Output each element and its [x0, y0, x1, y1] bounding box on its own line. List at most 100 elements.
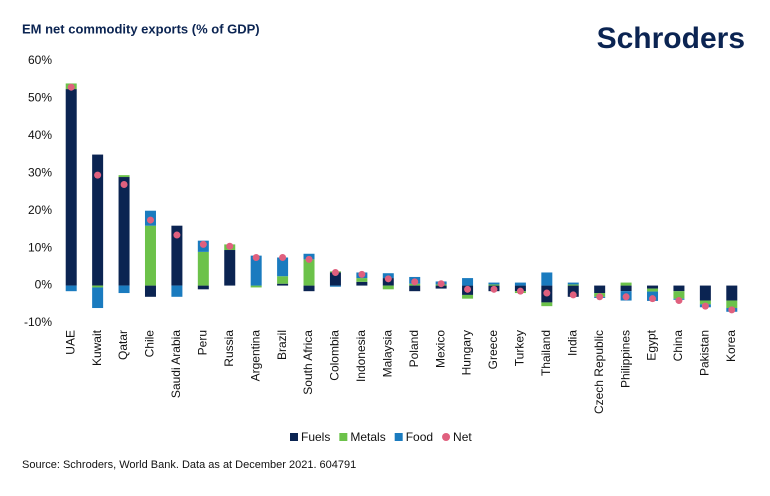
x-tick-label: Saudi Arabia — [169, 330, 183, 398]
bar-segment — [303, 259, 315, 286]
bar-segment — [699, 300, 711, 305]
legend-label: Food — [406, 430, 433, 444]
bar-segment — [567, 282, 579, 285]
x-tick-label: Pakistan — [698, 330, 712, 376]
x-tick-label: South Africa — [301, 330, 315, 395]
legend-marker — [442, 433, 451, 441]
x-tick-label: Russia — [222, 330, 236, 367]
net-dot — [516, 287, 524, 295]
net-dot — [120, 181, 128, 189]
x-tick-label: Chile — [143, 330, 157, 358]
y-tick-label: 50% — [28, 91, 52, 105]
bar-segment — [620, 282, 632, 286]
bar-segment — [541, 302, 553, 307]
bar-segment — [118, 175, 130, 178]
x-tick-label: Philippines — [618, 330, 632, 388]
x-tick-label: Greece — [486, 330, 500, 370]
bar-segment — [726, 285, 738, 301]
bar-segment — [356, 281, 368, 286]
net-dot — [675, 297, 683, 305]
bar-segment — [462, 294, 474, 299]
bar-segment — [197, 251, 209, 286]
bar-segment — [514, 282, 526, 286]
bar-segment — [567, 285, 579, 297]
logo: Schroders — [597, 22, 745, 55]
x-tick-label: Hungary — [460, 330, 474, 375]
x-tick-label: Argentina — [248, 330, 262, 382]
legend-marker — [394, 433, 403, 441]
net-dot — [543, 289, 551, 297]
net-dot — [464, 285, 472, 293]
x-tick-label: Malaysia — [380, 330, 394, 378]
bar-segment — [250, 255, 262, 286]
x-tick-label: China — [671, 330, 685, 362]
x-tick-label: Indonesia — [354, 330, 368, 382]
y-tick-label: -10% — [24, 315, 52, 329]
x-tick-label: UAE — [63, 330, 77, 355]
bar-segment — [144, 285, 156, 297]
y-tick-label: 30% — [28, 165, 52, 179]
bar-segment — [92, 287, 104, 309]
bar-segment — [647, 285, 659, 289]
net-dot — [728, 306, 736, 314]
net-dot — [490, 285, 498, 293]
bar-segment — [303, 285, 315, 292]
bar-segment — [356, 278, 368, 282]
x-tick-label: Kuwait — [90, 329, 104, 366]
bar-segment — [409, 285, 421, 292]
y-tick-label: 10% — [28, 240, 52, 254]
chart-title: EM net commodity exports (% of GDP) — [22, 21, 260, 36]
bar-segment — [92, 154, 104, 286]
x-tick-label: India — [565, 330, 579, 356]
bar-segment — [382, 285, 394, 290]
bar-segment — [171, 225, 183, 286]
net-dot — [384, 275, 392, 283]
x-tick-label: Korea — [724, 330, 738, 362]
net-dot — [199, 240, 207, 248]
bar-segment — [224, 250, 236, 286]
bar-segment — [620, 285, 632, 292]
net-dot — [67, 83, 75, 91]
bar-segment — [65, 285, 77, 292]
bar-segment — [329, 285, 341, 287]
net-dot — [226, 242, 234, 250]
x-tick-label: Thailand — [539, 330, 553, 376]
legend-marker — [339, 433, 348, 441]
net-dot — [622, 293, 630, 301]
x-tick-label: Poland — [407, 330, 421, 367]
bar-segment — [329, 272, 341, 286]
net-dot — [437, 280, 445, 288]
net-dot — [279, 254, 287, 261]
net-dot — [305, 255, 313, 263]
bar-segment — [567, 284, 579, 286]
bar-segment — [647, 288, 659, 292]
x-tick-label: Peru — [195, 330, 209, 355]
legend-label: Fuels — [301, 430, 330, 444]
bar-segment — [118, 285, 130, 294]
legend-marker — [290, 433, 298, 441]
y-tick-label: 40% — [28, 128, 52, 142]
y-tick-label: 20% — [28, 203, 52, 217]
bar-segment — [726, 300, 738, 309]
legend-label: Metals — [350, 430, 385, 444]
net-dot — [252, 254, 260, 261]
net-dot — [358, 270, 366, 278]
bar-segment — [144, 225, 156, 286]
bar-segment — [277, 283, 289, 286]
bar-segment — [277, 257, 289, 277]
bar-segment — [488, 282, 500, 285]
net-dot — [94, 171, 102, 179]
x-tick-label: Mexico — [433, 330, 447, 368]
x-tick-label: Brazil — [275, 330, 289, 360]
bar-segment — [250, 285, 262, 288]
x-tick-label: Turkey — [513, 330, 527, 366]
bar-segment — [462, 278, 474, 286]
y-tick-label: 60% — [28, 53, 52, 67]
net-dot — [596, 293, 604, 301]
bar-segment — [197, 285, 209, 290]
bar-segment — [594, 285, 606, 294]
net-dot — [701, 302, 709, 310]
x-tick-label: Egypt — [645, 329, 659, 360]
bar-segment — [277, 276, 289, 284]
